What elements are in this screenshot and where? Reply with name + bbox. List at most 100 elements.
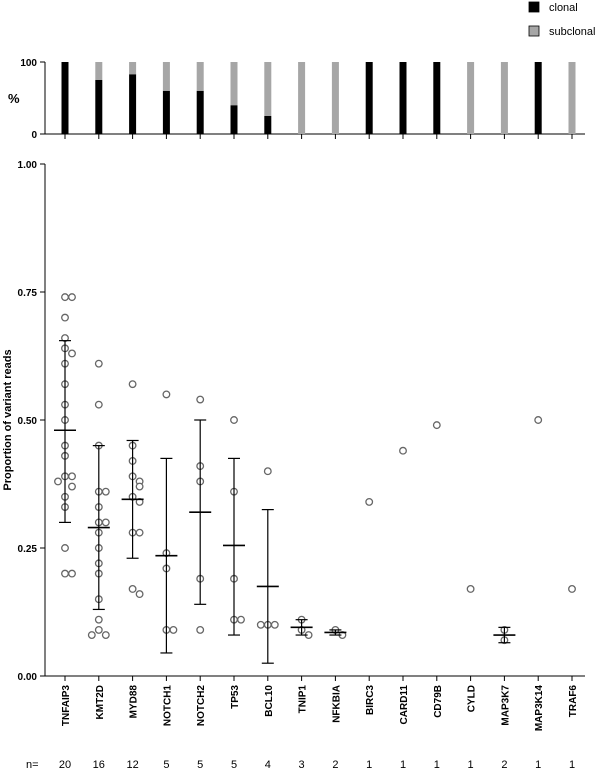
point-tp53 — [230, 416, 238, 424]
x-tick-label-bcl10: BCL10 — [264, 685, 275, 717]
point-kmt2d — [94, 625, 103, 634]
top-panel: 0 100 — [20, 58, 585, 141]
point-kmt2d — [87, 631, 96, 639]
point-tnfaip3 — [54, 477, 62, 486]
bottom-y-tick-label: 0.25 — [18, 544, 38, 555]
legend-swatch-subclonal — [528, 25, 540, 37]
point-myd88 — [128, 380, 137, 389]
point-birc3 — [365, 497, 374, 506]
x-tick-label-tnip1: TNIP1 — [298, 685, 309, 714]
point-tnfaip3 — [61, 569, 69, 578]
x-tick-label-birc3: BIRC3 — [365, 685, 376, 715]
point-tnfaip3 — [68, 472, 76, 481]
point-bcl10 — [270, 620, 279, 629]
x-tick-label-card11: CARD11 — [399, 685, 410, 725]
point-tnfaip3 — [61, 544, 69, 552]
point-kmt2d — [94, 400, 103, 409]
n-value-tp53: 5 — [231, 759, 237, 771]
bar-clonal-kmt2d — [95, 80, 103, 134]
n-value-map3k7: 2 — [501, 759, 507, 771]
bar-clonal-tp53 — [230, 105, 238, 134]
x-tick-label-nfkbia: NFKBIA — [331, 685, 342, 723]
n-value-tnfaip3: 20 — [59, 759, 71, 771]
bar-clonal-card11 — [399, 62, 407, 134]
point-notch2 — [196, 395, 205, 404]
top-y-tick-label: 100 — [20, 58, 37, 69]
x-tick-label-tp53: TP53 — [230, 685, 241, 709]
point-tnfaip3 — [68, 293, 76, 302]
n-value-card11: 1 — [400, 759, 406, 771]
n-value-birc3: 1 — [366, 759, 372, 771]
bar-subclonal-notch2 — [196, 62, 204, 91]
x-tick-label-kmt2d: KMT2D — [95, 685, 106, 719]
n-value-cyld: 1 — [468, 759, 474, 771]
bar-subclonal-tnip1 — [298, 62, 306, 134]
n-value-bcl10: 4 — [265, 759, 271, 771]
point-tnfaip3 — [61, 313, 69, 322]
point-kmt2d — [101, 631, 110, 639]
bar-clonal-bcl10 — [264, 116, 272, 134]
n-value-map3k14: 1 — [535, 759, 541, 771]
legend-swatch-clonal — [528, 1, 540, 13]
n-value-notch2: 5 — [197, 759, 203, 771]
x-tick-label-map3k7: MAP3K7 — [500, 685, 511, 726]
point-notch2 — [196, 625, 205, 634]
bottom-y-tick-label: 0.00 — [18, 672, 38, 683]
point-map3k14 — [534, 416, 543, 424]
point-bcl10 — [256, 620, 265, 629]
x-tick-label-traf6: TRAF6 — [568, 685, 579, 718]
point-tnfaip3 — [68, 349, 76, 358]
bar-subclonal-cyld — [467, 62, 475, 134]
point-notch1 — [162, 390, 171, 399]
top-y-axis-title: % — [8, 91, 20, 106]
point-tnfaip3 — [61, 293, 69, 302]
x-tick-label-cyld: CYLD — [467, 685, 478, 712]
n-value-traf6: 1 — [569, 759, 575, 771]
point-cyld — [466, 585, 475, 593]
x-tick-label-myd88: MYD88 — [129, 685, 140, 719]
point-card11 — [399, 446, 407, 455]
bar-subclonal-nfkbia — [331, 62, 339, 134]
bar-clonal-tnfaip3 — [61, 62, 69, 134]
bottom-y-tick-label: 0.75 — [18, 288, 38, 299]
point-traf6 — [568, 585, 576, 593]
point-myd88 — [135, 482, 144, 491]
legend-label-subclonal: subclonal — [549, 26, 595, 38]
bar-clonal-myd88 — [129, 74, 137, 134]
point-bcl10 — [263, 467, 272, 476]
legend-label-clonal: clonal — [549, 2, 578, 14]
n-value-nfkbia: 2 — [332, 759, 338, 771]
point-kmt2d — [94, 359, 103, 368]
bottom-y-tick-label: 0.50 — [18, 416, 38, 427]
n-value-tnip1: 3 — [299, 759, 305, 771]
bar-clonal-map3k14 — [534, 62, 542, 134]
n-prefix: n= — [26, 759, 39, 771]
x-tick-label-map3k14: MAP3K14 — [534, 685, 545, 732]
point-myd88 — [135, 590, 144, 599]
bar-clonal-birc3 — [365, 62, 373, 134]
bar-subclonal-myd88 — [129, 62, 137, 75]
bar-clonal-notch2 — [196, 90, 204, 134]
x-tick-label-tnfaip3: TNFAIP3 — [61, 685, 72, 727]
bar-subclonal-traf6 — [568, 62, 576, 134]
point-tnfaip3 — [68, 569, 76, 578]
point-myd88 — [128, 585, 137, 593]
bar-clonal-cd79b — [433, 62, 441, 134]
bottom-y-tick-label: 1.00 — [18, 160, 38, 171]
bar-subclonal-map3k7 — [500, 62, 508, 134]
bar-subclonal-notch1 — [162, 62, 170, 91]
point-tnfaip3 — [68, 482, 76, 491]
bottom-panel: 0.00 0.25 0.50 0.75 1.00 TNFAIP3 20 KMT2D 16 MYD8… — [18, 160, 585, 771]
point-kmt2d — [101, 487, 110, 496]
point-tp53 — [237, 615, 245, 624]
point-myd88 — [135, 528, 144, 537]
point-notch1 — [169, 625, 178, 634]
bar-subclonal-tp53 — [230, 62, 238, 106]
bar-clonal-notch1 — [162, 90, 170, 134]
x-tick-label-notch1: NOTCH1 — [162, 685, 173, 727]
bottom-y-axis-title: Proportion of variant reads — [2, 349, 14, 490]
point-cd79b — [432, 421, 441, 430]
x-tick-label-notch2: NOTCH2 — [196, 685, 207, 727]
n-value-myd88: 12 — [126, 759, 138, 771]
